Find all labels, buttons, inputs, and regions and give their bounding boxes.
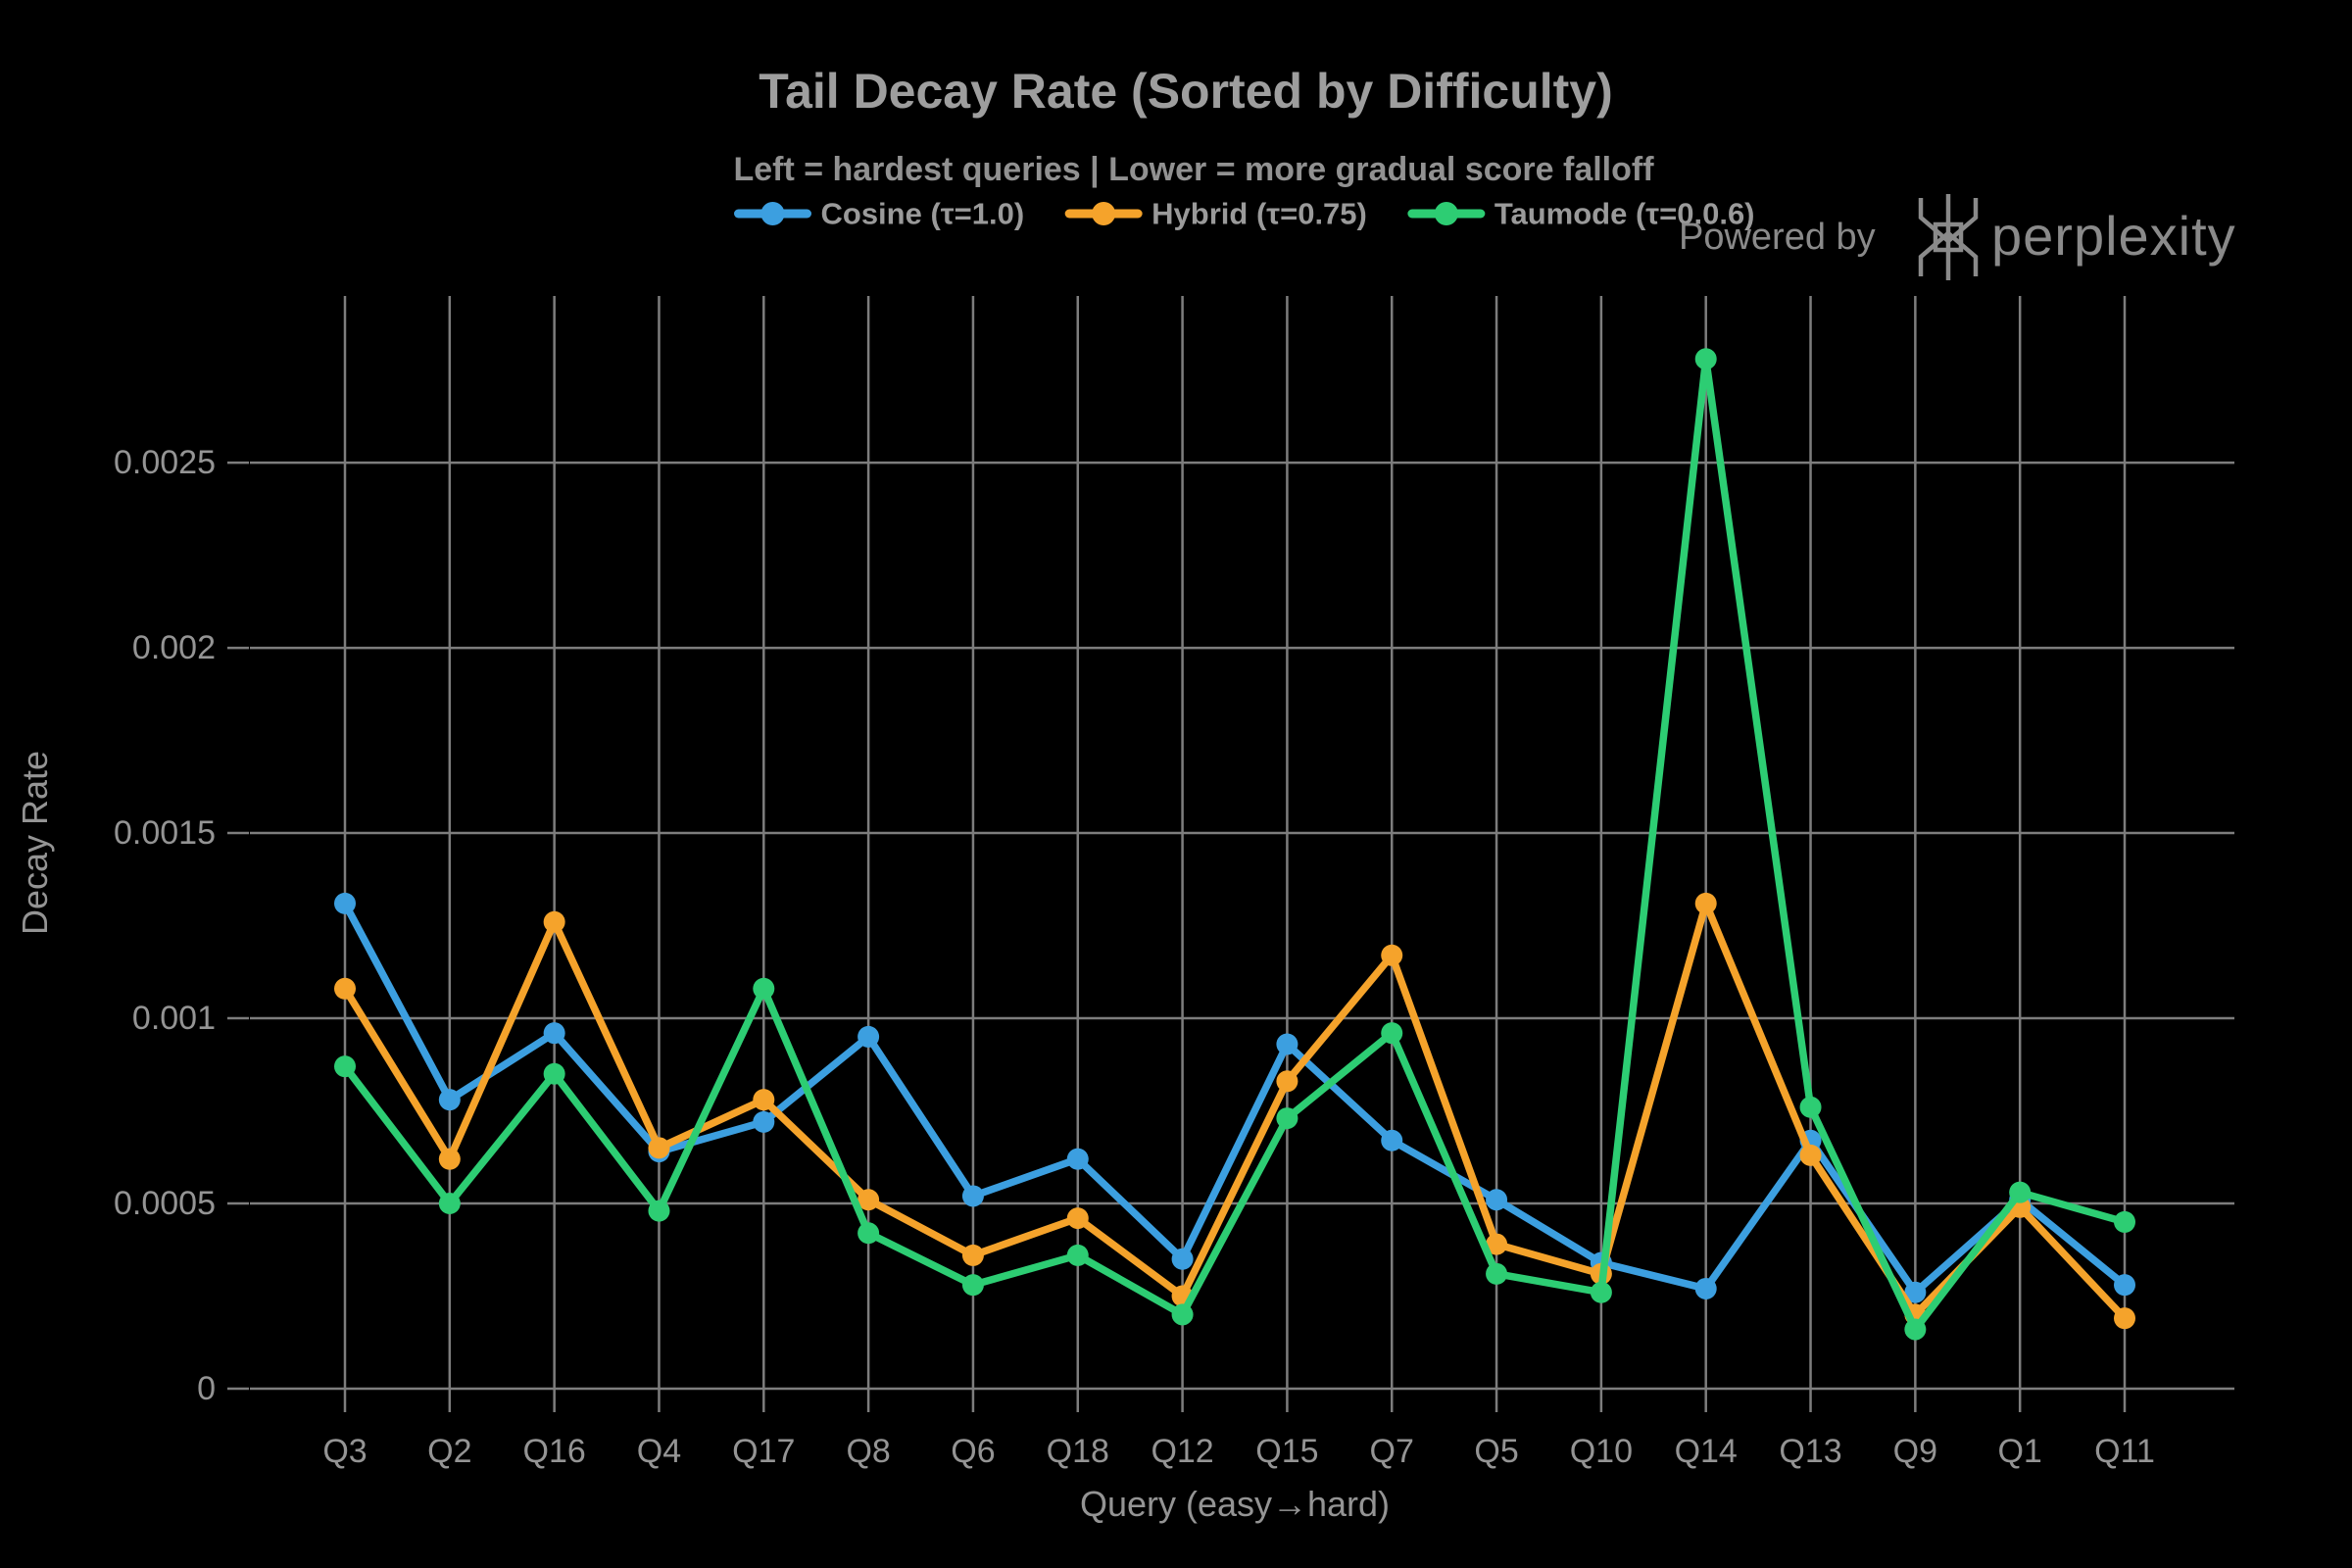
data-point-marker [438, 1193, 461, 1215]
data-point-marker [1171, 1303, 1194, 1326]
powered-by: Powered by perplexity [1679, 194, 2236, 280]
legend-label: Cosine (τ=1.0) [820, 197, 1024, 231]
x-tick-label: Q2 [427, 1433, 471, 1470]
data-point-marker [1381, 1129, 1403, 1152]
x-tick-label: Q11 [2094, 1433, 2155, 1470]
x-tick-label: Q14 [1675, 1433, 1738, 1470]
x-tick-label: Q12 [1151, 1433, 1213, 1470]
chart-subtitle: Left = hardest queries | Lower = more gr… [733, 151, 1654, 188]
powered-by-label: Powered by [1679, 217, 1876, 258]
legend-swatch-dot [760, 202, 785, 225]
y-tick-label: 0 [197, 1370, 216, 1407]
data-point-marker [1486, 1189, 1508, 1211]
data-point-marker [1486, 1262, 1508, 1285]
legend: Cosine (τ=1.0) Hybrid (τ=0.75) Taumode (τ=… [733, 197, 1755, 231]
perplexity-logo-icon [1918, 194, 1979, 280]
data-point-marker [334, 1055, 356, 1078]
x-tick-label: Q18 [1047, 1433, 1109, 1470]
x-tick-label: Q15 [1255, 1433, 1318, 1470]
data-point-marker [1381, 944, 1403, 966]
x-tick-label: Q9 [1893, 1433, 1937, 1470]
data-point-marker [961, 1185, 984, 1207]
data-point-marker [1904, 1281, 1927, 1303]
data-point-marker [543, 910, 565, 933]
data-point-marker [961, 1274, 984, 1297]
data-point-marker [648, 1137, 670, 1159]
y-tick-label: 0.001 [132, 1000, 216, 1037]
x-tick-label: Q6 [951, 1433, 995, 1470]
series-line [341, 355, 2129, 1334]
x-tick-label: Q5 [1474, 1433, 1518, 1470]
y-tick-label: 0.0015 [114, 814, 216, 852]
data-point-marker [2114, 1274, 2135, 1297]
brand-wordmark: perplexity [1991, 205, 2236, 267]
data-point-marker [2114, 1307, 2135, 1330]
y-tick-label: 0.002 [132, 629, 216, 666]
data-point-marker [543, 1062, 565, 1085]
legend-swatch-dot [1092, 202, 1116, 225]
legend-label: Hybrid (τ=0.75) [1152, 197, 1367, 231]
x-tick-label: Q16 [523, 1433, 586, 1470]
data-point-marker [2114, 1210, 2135, 1233]
data-point-marker [1066, 1148, 1089, 1170]
data-point-marker [858, 1025, 880, 1048]
data-point-marker [1486, 1233, 1508, 1255]
legend-item[interactable]: Cosine (τ=1.0) [733, 197, 1024, 231]
legend-item[interactable]: Hybrid (τ=0.75) [1064, 197, 1367, 231]
gridlines-layer [250, 296, 2234, 1389]
x-tick-label: Q10 [1570, 1433, 1633, 1470]
y-tick-label: 0.0025 [114, 444, 216, 481]
x-tick-label: Q4 [637, 1433, 681, 1470]
data-point-marker [961, 1244, 984, 1266]
data-point-marker [1066, 1244, 1089, 1266]
data-point-marker [1904, 1318, 1927, 1341]
data-point-marker [858, 1222, 880, 1245]
data-point-marker [1694, 1277, 1717, 1299]
tick-labels-layer: Q3 Q2 Q16 Q4 Q17 Q8 Q6 Q18 Q12 Q15 Q7 Q5 Q10 Q14 Q13 Q9… [114, 444, 2155, 1470]
x-tick-label: Q13 [1779, 1433, 1841, 1470]
data-point-marker [334, 977, 356, 1000]
chart-title: Tail Decay Rate (Sorted by Difficulty) [759, 64, 1612, 119]
legend-item[interactable]: Taumode (τ=0.0.6) [1407, 197, 1755, 231]
x-tick-label: Q1 [1997, 1433, 2041, 1470]
data-point-marker [2009, 1181, 2032, 1203]
data-point-marker [648, 1200, 670, 1222]
series-line [341, 900, 2129, 1297]
legend-label: Taumode (τ=0.0.6) [1494, 197, 1755, 231]
legend-swatch-dot [1434, 202, 1458, 225]
data-point-marker [753, 1089, 775, 1111]
x-tick-label: Q17 [732, 1433, 795, 1470]
series-layer [334, 348, 2135, 1341]
data-point-marker [1590, 1281, 1612, 1303]
data-point-marker [1171, 1248, 1194, 1270]
y-tick-label: 0.0005 [114, 1185, 216, 1222]
data-point-marker [1276, 1070, 1298, 1093]
data-point-marker [543, 1022, 565, 1045]
data-point-marker [753, 1110, 775, 1133]
x-axis-title: Query (easy→hard) [1080, 1484, 1390, 1524]
data-point-marker [1066, 1207, 1089, 1230]
data-point-marker [438, 1089, 461, 1111]
series-line [341, 900, 2129, 1322]
data-point-marker [1276, 1107, 1298, 1130]
data-point-marker [1276, 1033, 1298, 1055]
data-point-marker [1694, 348, 1717, 370]
x-tick-label: Q3 [322, 1433, 367, 1470]
x-tick-label: Q8 [846, 1433, 890, 1470]
data-point-marker [1799, 1096, 1822, 1118]
data-point-marker [1694, 892, 1717, 914]
data-point-marker [1799, 1144, 1822, 1166]
x-tick-label: Q7 [1370, 1433, 1414, 1470]
data-point-marker [334, 892, 356, 914]
data-point-marker [438, 1148, 461, 1170]
data-point-marker [858, 1189, 880, 1211]
data-point-marker [1381, 1022, 1403, 1045]
y-axis-title: Decay Rate [15, 751, 55, 935]
axes-layer [227, 461, 2234, 1412]
data-point-marker [753, 977, 775, 1000]
